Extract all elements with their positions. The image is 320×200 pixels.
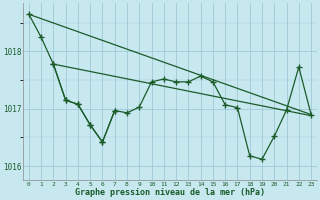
X-axis label: Graphe pression niveau de la mer (hPa): Graphe pression niveau de la mer (hPa)	[75, 188, 265, 197]
